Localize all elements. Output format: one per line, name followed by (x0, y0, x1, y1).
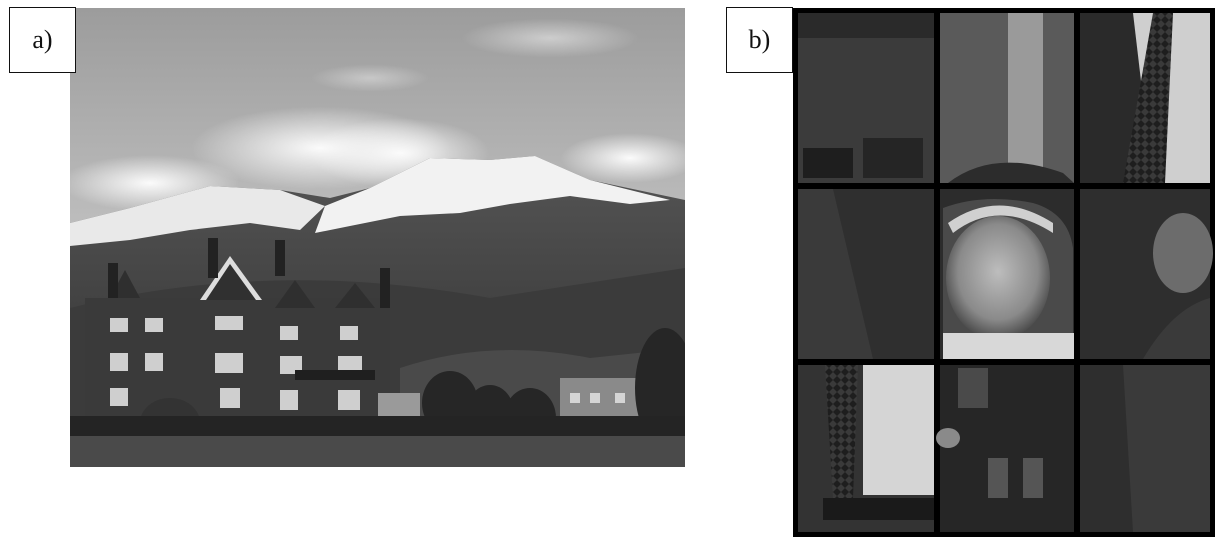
lawn (70, 436, 685, 467)
tile-r3c3 (1080, 365, 1210, 532)
panel-a-label: a) (9, 7, 76, 73)
tile-r1c2 (940, 13, 1074, 183)
tile-r2c2 (940, 189, 1074, 359)
panel-b-label: b) (726, 7, 793, 73)
tile-r1c3 (1080, 13, 1210, 183)
landscape-photo (70, 8, 685, 467)
face (946, 216, 1050, 340)
tile-r3c1 (798, 365, 934, 532)
tile-r2c1 (798, 189, 934, 359)
tile-r2c3 (1080, 189, 1213, 359)
tile-r3c2 (936, 365, 1074, 532)
snow (70, 186, 325, 246)
tile-grid-photo (793, 8, 1215, 537)
victorian-house (85, 238, 390, 418)
tile-r1c1 (798, 13, 934, 183)
